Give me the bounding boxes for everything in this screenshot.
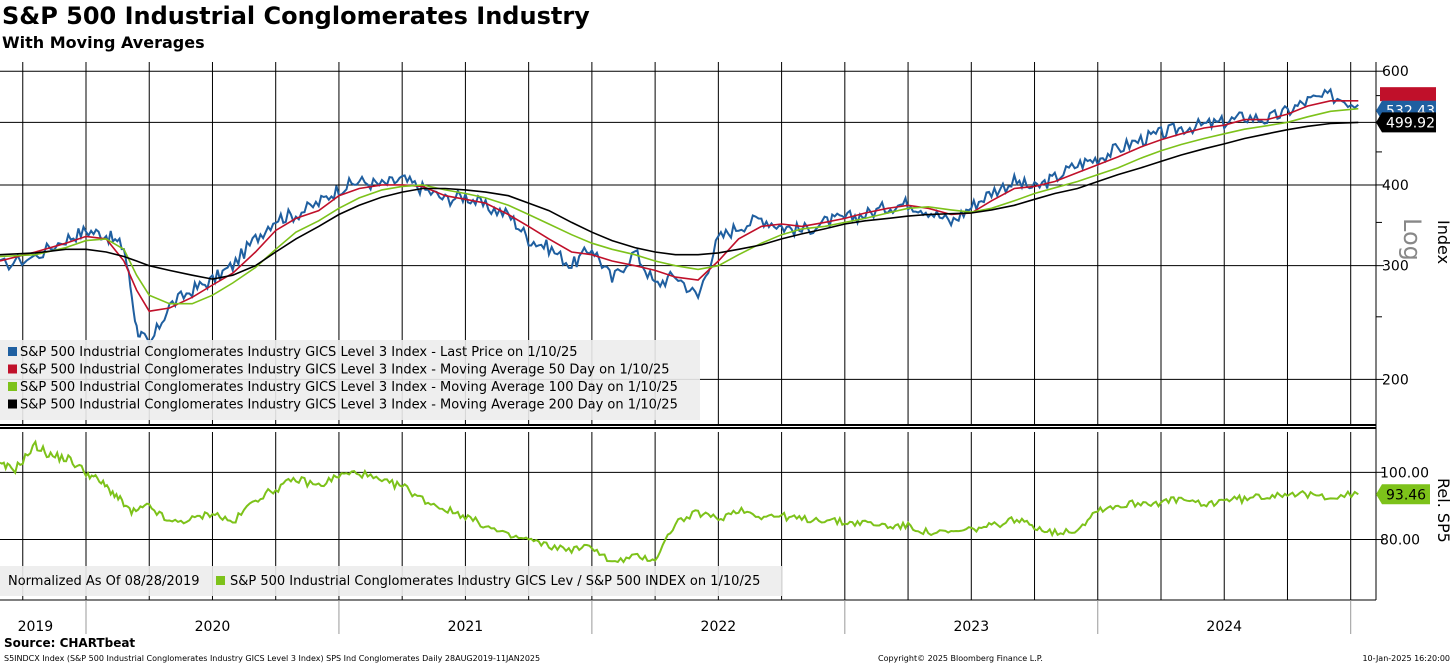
relative-value-label-box: [1376, 484, 1430, 505]
y-tick-label: 300: [1382, 259, 1409, 275]
legend-swatch: [8, 364, 17, 374]
series-line-last-price: [0, 87, 1359, 346]
ma200-value-label-box: [1376, 112, 1436, 133]
legend-swatch: [216, 576, 225, 585]
legend-swatch: [8, 382, 17, 391]
legend-entry: S&P 500 Industrial Conglomerates Industr…: [20, 380, 678, 395]
y-tick-label: 200: [1382, 372, 1409, 388]
grid-lines: [0, 62, 1376, 600]
x-tick-label: 2020: [195, 619, 231, 635]
lower-legend-box: [0, 566, 782, 596]
legend-entry: S&P 500 Industrial Conglomerates Industr…: [20, 398, 678, 413]
ma50-value-tag: [1380, 87, 1436, 102]
x-tick-label: 2024: [1206, 619, 1242, 635]
x-tick-label: 2023: [953, 619, 989, 635]
x-tick-label: 2021: [448, 619, 484, 635]
series-line-relative: [0, 439, 1359, 564]
legend-entry: S&P 500 Industrial Conglomerates Industr…: [20, 345, 578, 360]
upper-panel-lines: [0, 87, 1359, 346]
upper-legend-box: [0, 340, 700, 420]
legend-swatch: [8, 399, 17, 409]
legend-entry: S&P 500 Industrial Conglomerates Industr…: [230, 574, 760, 589]
ma200-value-label: 499.92: [1386, 115, 1435, 131]
legend-swatch: [8, 347, 17, 356]
relative-value-label: 93.46: [1386, 487, 1426, 503]
legends: S&P 500 Industrial Conglomerates Industr…: [0, 340, 782, 596]
y-axis-title-lower: Rel. SP5: [1434, 478, 1453, 543]
ticker-info: S5INDCX Index (S&P 500 Industrial Conglo…: [4, 654, 541, 663]
x-tick-label: 2022: [701, 619, 737, 635]
x-tick-label: 2019: [18, 619, 54, 635]
legend-entry: Normalized As Of 08/28/2019: [8, 574, 200, 589]
y-tick-label: 600: [1382, 64, 1409, 80]
y-tick-label: 80.00: [1380, 533, 1420, 549]
legend-entry: S&P 500 Industrial Conglomerates Industr…: [20, 363, 670, 378]
y-scale-label: Log: [1398, 218, 1426, 261]
y-tick-label: 400: [1382, 178, 1409, 194]
series-line-ma100: [0, 107, 1359, 305]
series-line-ma200: [0, 121, 1359, 280]
y-axis-title: Index: [1434, 220, 1453, 264]
chart-title: S&P 500 Industrial Conglomerates Industr…: [2, 2, 590, 30]
timestamp: 10-Jan-2025 16:20:00: [1362, 654, 1450, 663]
y-tick-label: 100.00: [1380, 465, 1429, 481]
axes: 600 400 300 200 100.00 80.00 Index Log Rel. SP5 2…: [0, 62, 1453, 635]
lower-panel-lines: [0, 439, 1359, 564]
copyright: Copyright© 2025 Bloomberg Finance L.P.: [878, 654, 1043, 663]
chart-subtitle: With Moving Averages: [2, 33, 205, 52]
source-label: Source: CHARTbeat: [4, 636, 136, 650]
